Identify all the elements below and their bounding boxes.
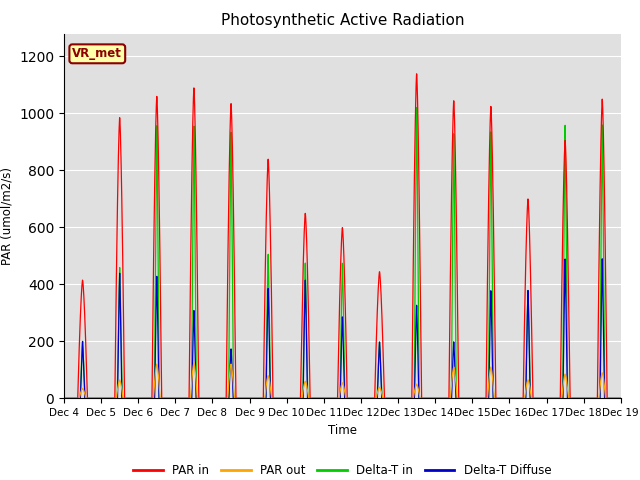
Delta-T in xyxy=(436,396,444,401)
PAR in xyxy=(499,396,507,401)
Delta-T Diffuse xyxy=(467,396,475,401)
Legend: PAR in, PAR out, Delta-T in, Delta-T Diffuse: PAR in, PAR out, Delta-T in, Delta-T Dif… xyxy=(129,459,556,480)
Y-axis label: PAR (umol/m2/s): PAR (umol/m2/s) xyxy=(1,167,13,265)
Line: PAR out: PAR out xyxy=(64,363,621,398)
PAR in xyxy=(617,396,625,401)
Title: Photosynthetic Active Radiation: Photosynthetic Active Radiation xyxy=(221,13,464,28)
Line: PAR in: PAR in xyxy=(64,74,621,398)
Line: Delta-T in: Delta-T in xyxy=(64,108,621,398)
Delta-T Diffuse xyxy=(60,396,68,401)
PAR out xyxy=(160,396,168,401)
PAR out xyxy=(617,396,625,401)
PAR in xyxy=(436,396,444,401)
Delta-T in xyxy=(499,396,507,401)
PAR in xyxy=(413,71,420,77)
PAR out xyxy=(499,396,507,401)
Delta-T Diffuse xyxy=(436,396,444,401)
PAR in xyxy=(322,396,330,401)
Delta-T Diffuse xyxy=(499,396,506,401)
Line: Delta-T Diffuse: Delta-T Diffuse xyxy=(64,259,621,398)
PAR out xyxy=(616,396,624,401)
Delta-T Diffuse xyxy=(160,396,168,401)
PAR in xyxy=(60,396,68,401)
X-axis label: Time: Time xyxy=(328,424,357,437)
PAR out xyxy=(467,396,475,401)
Delta-T Diffuse xyxy=(322,396,330,401)
Delta-T in xyxy=(616,396,624,401)
Delta-T in xyxy=(617,396,625,401)
Delta-T Diffuse xyxy=(598,256,606,262)
Delta-T in xyxy=(413,105,420,110)
Delta-T in xyxy=(60,396,68,401)
Delta-T in xyxy=(322,396,330,401)
PAR out xyxy=(322,396,330,401)
Delta-T in xyxy=(160,396,168,401)
PAR in xyxy=(616,396,624,401)
Delta-T Diffuse xyxy=(616,396,624,401)
PAR out xyxy=(190,360,198,366)
Delta-T in xyxy=(467,396,475,401)
PAR in xyxy=(160,396,168,401)
PAR out xyxy=(436,396,444,401)
PAR out xyxy=(60,396,68,401)
Text: VR_met: VR_met xyxy=(72,48,122,60)
Delta-T Diffuse xyxy=(617,396,625,401)
PAR in xyxy=(467,396,475,401)
